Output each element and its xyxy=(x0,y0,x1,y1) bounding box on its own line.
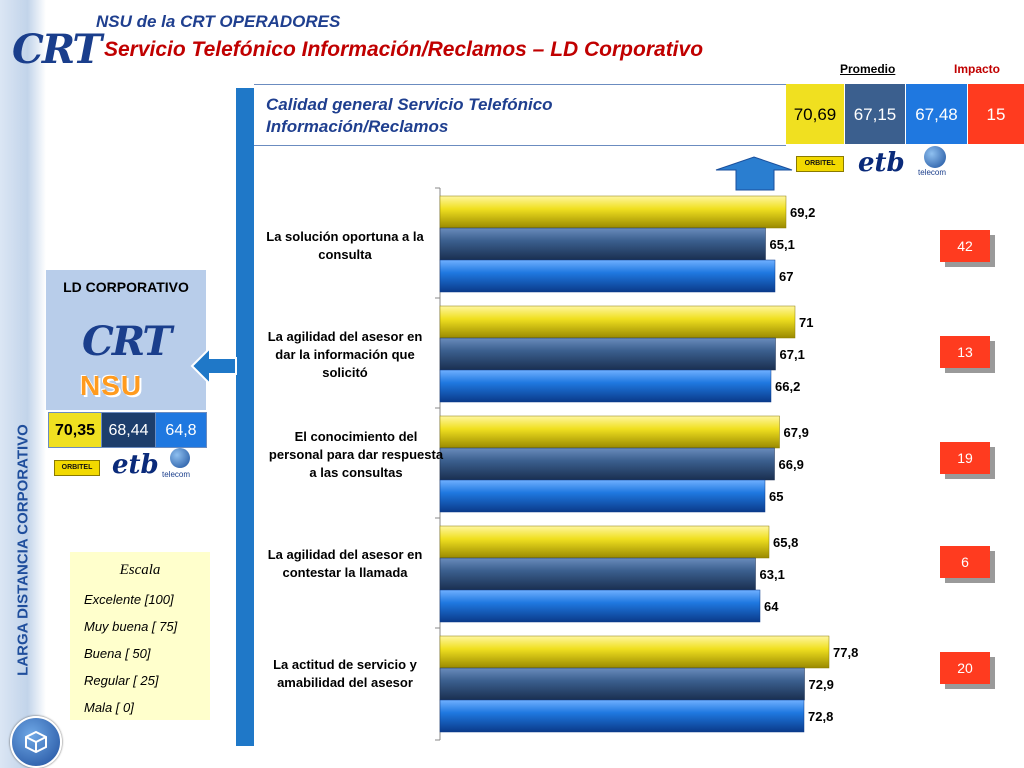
bar-value-label: 65,1 xyxy=(770,237,795,252)
promedio-header: Promedio xyxy=(840,62,896,76)
crt-logo: CRT xyxy=(12,26,102,73)
bar-value-label: 66,9 xyxy=(779,457,804,472)
ld-telecom-logo: telecom xyxy=(162,470,191,479)
scale-title: Escala xyxy=(119,562,161,578)
impact-value: 20 xyxy=(940,652,990,684)
bar-value-label: 72,8 xyxy=(808,709,833,724)
ld-score-etb: 68,44 xyxy=(101,412,156,448)
bar xyxy=(439,305,796,339)
impact-value: 13 xyxy=(940,336,990,368)
bar xyxy=(439,369,772,403)
summary-label: Calidad general Servicio Telefónico Info… xyxy=(266,95,553,136)
up-arrow-icon xyxy=(715,156,793,191)
summary-score-etb: 67,15 xyxy=(845,84,905,144)
category-label: El conocimiento del personal para dar re… xyxy=(268,429,444,480)
ld-score-telecom: 64,8 xyxy=(155,412,207,448)
bar xyxy=(439,525,770,559)
bar xyxy=(439,557,756,591)
bar-value-label: 64 xyxy=(764,599,779,614)
bar-value-label: 67,1 xyxy=(780,347,805,362)
scale-item: Excelente [100] xyxy=(84,592,174,607)
bar-value-label: 63,1 xyxy=(760,567,785,582)
page-supertitle: NSU de la CRT OPERADORES xyxy=(96,12,341,31)
summary-score-orbitel: 70,69 xyxy=(786,84,844,144)
bar xyxy=(439,589,761,623)
ld-panel xyxy=(46,270,206,410)
bar xyxy=(439,337,776,371)
impacto-header: Impacto xyxy=(954,62,1001,76)
telecom-logo: telecom xyxy=(918,168,947,177)
bar-value-label: 72,9 xyxy=(809,677,834,692)
ld-nsu-logo: NSU xyxy=(80,370,143,401)
bar-value-label: 66,2 xyxy=(775,379,800,394)
bar xyxy=(439,635,830,669)
bar xyxy=(439,667,805,701)
bar-value-label: 67,9 xyxy=(784,425,809,440)
category-label: La agilidad del asesor en dar la informa… xyxy=(267,329,423,380)
summary-score-telecom: 67,48 xyxy=(906,84,967,144)
scale-item: Regular [ 25] xyxy=(84,673,159,688)
bar xyxy=(439,195,787,229)
corner-cube-icon xyxy=(10,716,62,768)
summary-box xyxy=(254,84,786,146)
ld-panel-title: LD CORPORATIVO xyxy=(63,279,189,295)
bar-chart: 69,2 65,1 67 71 67,1 66,2 67,9 66,9 65 65,8 63,1 64… xyxy=(435,187,858,741)
bar-value-label: 77,8 xyxy=(833,645,858,660)
scale-box xyxy=(70,552,210,720)
bar xyxy=(439,227,766,261)
ld-etb-logo: etb xyxy=(112,450,159,480)
bar-value-label: 69,2 xyxy=(790,205,815,220)
scale-item: Buena [ 50] xyxy=(84,646,151,661)
orbitel-logo: ORBITEL xyxy=(796,156,844,172)
divider-bar xyxy=(236,88,254,746)
telecom-globe-icon xyxy=(924,146,946,168)
bar xyxy=(439,259,776,293)
bar xyxy=(439,447,775,481)
page-title: Servicio Telefónico Información/Reclamos… xyxy=(104,38,704,61)
etb-logo: etb xyxy=(858,148,905,178)
bar-value-label: 71 xyxy=(799,315,813,330)
ld-crt-logo: CRT xyxy=(82,318,172,365)
side-strip xyxy=(0,0,46,768)
scale-item: Mala [ 0] xyxy=(84,700,134,715)
bar xyxy=(439,699,805,733)
sidebar-label: LARGA DISTANCIA CORPORATIVO xyxy=(6,400,40,700)
bar-value-label: 65 xyxy=(769,489,783,504)
impact-value: 6 xyxy=(940,546,990,578)
left-arrow-icon xyxy=(190,345,237,387)
category-label: La agilidad del asesor en contestar la l… xyxy=(267,547,423,580)
ld-orbitel-logo: ORBITEL xyxy=(54,460,100,476)
category-label: La solución oportuna a la consulta xyxy=(266,229,424,262)
ld-score-orbitel: 70,35 xyxy=(48,412,102,448)
impact-value: 42 xyxy=(940,230,990,262)
scale-item: Muy buena [ 75] xyxy=(84,619,178,634)
bar xyxy=(439,479,766,513)
sidebar-label-text: LARGA DISTANCIA CORPORATIVO xyxy=(14,424,32,676)
ld-telecom-globe-icon xyxy=(170,448,190,468)
bar-value-label: 65,8 xyxy=(773,535,798,550)
category-label: La actitud de servicio y amabilidad del … xyxy=(273,657,417,690)
summary-impact: 15 xyxy=(968,84,1024,144)
bar xyxy=(439,415,780,449)
impact-value: 19 xyxy=(940,442,990,474)
bar-value-label: 67 xyxy=(779,269,793,284)
